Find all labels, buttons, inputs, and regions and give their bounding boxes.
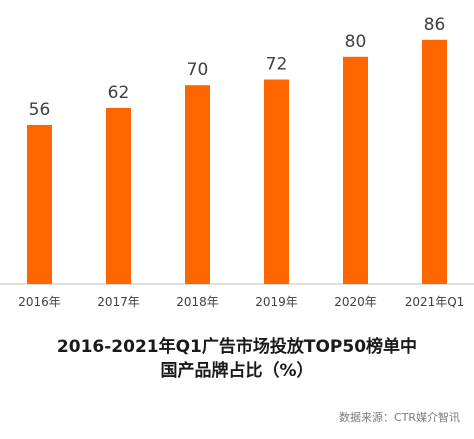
x-tick-label-3: 2019年 <box>255 295 298 309</box>
x-tick-label-0: 2016年 <box>18 295 61 309</box>
data-label-1: 62 <box>108 83 130 103</box>
bar-4 <box>343 56 368 284</box>
bar-5 <box>422 39 447 284</box>
x-tick-label-5: 2021年Q1 <box>405 295 465 309</box>
x-tick-label-1: 2017年 <box>97 295 140 309</box>
data-label-2: 70 <box>187 60 209 80</box>
data-label-5: 86 <box>424 15 446 35</box>
bar-0 <box>27 125 52 284</box>
data-label-4: 80 <box>345 32 367 52</box>
x-tick-label-4: 2020年 <box>334 295 377 309</box>
bar-2 <box>185 85 210 284</box>
chart-title-line-1: 2016-2021年Q1广告市场投放TOP50榜单中 <box>56 337 418 357</box>
x-tick-label-2: 2018年 <box>176 295 219 309</box>
chart-title-line-2: 国产品牌占比（%） <box>160 361 314 381</box>
data-labels-group: 56 62 70 72 80 86 <box>29 15 446 120</box>
bars-group <box>27 39 447 285</box>
data-label-3: 72 <box>266 55 288 75</box>
source-note: 数据来源：CTR媒介智讯 <box>338 411 460 424</box>
x-tick-labels-group: 2016年 2017年 2018年 2019年 2020年 2021年Q1 <box>18 295 464 309</box>
bar-1 <box>106 107 131 285</box>
data-label-0: 56 <box>29 100 51 120</box>
bar-3 <box>264 79 289 284</box>
